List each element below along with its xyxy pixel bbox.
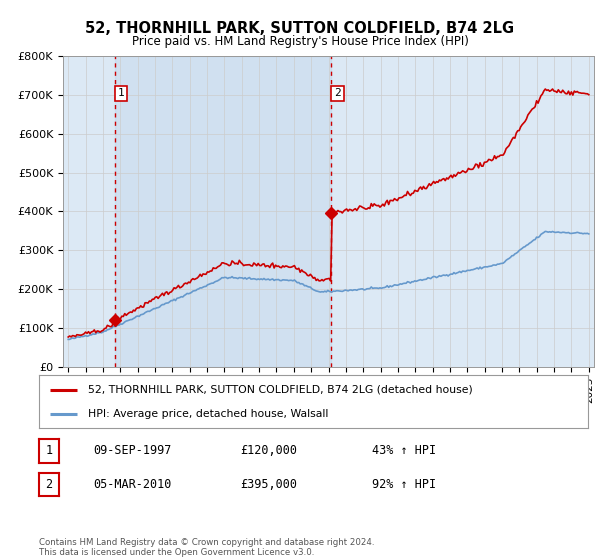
Text: 1: 1	[46, 444, 53, 458]
Text: £395,000: £395,000	[240, 478, 297, 491]
Text: 92% ↑ HPI: 92% ↑ HPI	[372, 478, 436, 491]
Text: Price paid vs. HM Land Registry's House Price Index (HPI): Price paid vs. HM Land Registry's House …	[131, 35, 469, 48]
Bar	[115, 56, 331, 367]
Text: HPI: Average price, detached house, Walsall: HPI: Average price, detached house, Wals…	[88, 409, 329, 419]
Text: 52, THORNHILL PARK, SUTTON COLDFIELD, B74 2LG (detached house): 52, THORNHILL PARK, SUTTON COLDFIELD, B7…	[88, 385, 473, 395]
Text: 52, THORNHILL PARK, SUTTON COLDFIELD, B74 2LG: 52, THORNHILL PARK, SUTTON COLDFIELD, B7…	[85, 21, 515, 36]
Text: 2: 2	[334, 88, 341, 99]
Text: 43% ↑ HPI: 43% ↑ HPI	[372, 444, 436, 458]
Text: Contains HM Land Registry data © Crown copyright and database right 2024.
This d: Contains HM Land Registry data © Crown c…	[39, 538, 374, 557]
Text: 05-MAR-2010: 05-MAR-2010	[93, 478, 172, 491]
Text: 09-SEP-1997: 09-SEP-1997	[93, 444, 172, 458]
Text: £120,000: £120,000	[240, 444, 297, 458]
Text: 2: 2	[46, 478, 53, 491]
Text: 1: 1	[118, 88, 124, 99]
